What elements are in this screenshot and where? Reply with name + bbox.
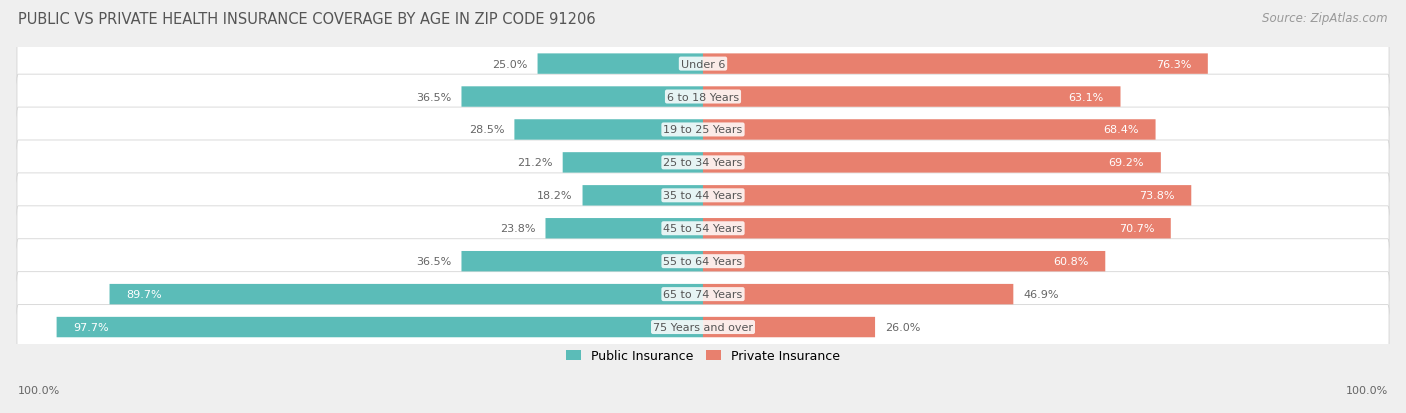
Text: 97.7%: 97.7% xyxy=(73,322,108,332)
FancyBboxPatch shape xyxy=(546,218,703,239)
FancyBboxPatch shape xyxy=(17,239,1389,284)
FancyBboxPatch shape xyxy=(703,252,1105,272)
Text: 28.5%: 28.5% xyxy=(470,125,505,135)
Text: 55 to 64 Years: 55 to 64 Years xyxy=(664,256,742,266)
Text: 45 to 54 Years: 45 to 54 Years xyxy=(664,224,742,234)
Text: Source: ZipAtlas.com: Source: ZipAtlas.com xyxy=(1263,12,1388,25)
Text: 36.5%: 36.5% xyxy=(416,256,451,266)
FancyBboxPatch shape xyxy=(17,42,1389,87)
Text: Under 6: Under 6 xyxy=(681,59,725,69)
FancyBboxPatch shape xyxy=(562,153,703,173)
FancyBboxPatch shape xyxy=(703,317,875,337)
Text: 65 to 74 Years: 65 to 74 Years xyxy=(664,290,742,299)
Text: 76.3%: 76.3% xyxy=(1156,59,1191,69)
Text: PUBLIC VS PRIVATE HEALTH INSURANCE COVERAGE BY AGE IN ZIP CODE 91206: PUBLIC VS PRIVATE HEALTH INSURANCE COVER… xyxy=(18,12,596,27)
FancyBboxPatch shape xyxy=(17,75,1389,120)
FancyBboxPatch shape xyxy=(17,108,1389,152)
Text: 69.2%: 69.2% xyxy=(1109,158,1144,168)
FancyBboxPatch shape xyxy=(461,252,703,272)
FancyBboxPatch shape xyxy=(703,120,1156,140)
Text: 63.1%: 63.1% xyxy=(1069,92,1104,102)
FancyBboxPatch shape xyxy=(703,284,1014,305)
FancyBboxPatch shape xyxy=(17,173,1389,218)
Text: 25 to 34 Years: 25 to 34 Years xyxy=(664,158,742,168)
FancyBboxPatch shape xyxy=(703,87,1121,107)
Legend: Public Insurance, Private Insurance: Public Insurance, Private Insurance xyxy=(561,344,845,367)
Text: 35 to 44 Years: 35 to 44 Years xyxy=(664,191,742,201)
Text: 100.0%: 100.0% xyxy=(1346,385,1388,395)
Text: 75 Years and over: 75 Years and over xyxy=(652,322,754,332)
Text: 89.7%: 89.7% xyxy=(127,290,162,299)
Text: 46.9%: 46.9% xyxy=(1024,290,1059,299)
Text: 68.4%: 68.4% xyxy=(1104,125,1139,135)
Text: 26.0%: 26.0% xyxy=(884,322,921,332)
FancyBboxPatch shape xyxy=(17,206,1389,251)
Text: 6 to 18 Years: 6 to 18 Years xyxy=(666,92,740,102)
Text: 73.8%: 73.8% xyxy=(1139,191,1174,201)
FancyBboxPatch shape xyxy=(703,186,1191,206)
FancyBboxPatch shape xyxy=(17,141,1389,185)
FancyBboxPatch shape xyxy=(703,153,1161,173)
FancyBboxPatch shape xyxy=(17,272,1389,317)
FancyBboxPatch shape xyxy=(537,54,703,75)
Text: 21.2%: 21.2% xyxy=(517,158,553,168)
Text: 100.0%: 100.0% xyxy=(18,385,60,395)
Text: 36.5%: 36.5% xyxy=(416,92,451,102)
FancyBboxPatch shape xyxy=(582,186,703,206)
Text: 70.7%: 70.7% xyxy=(1119,224,1154,234)
FancyBboxPatch shape xyxy=(461,87,703,107)
FancyBboxPatch shape xyxy=(17,305,1389,349)
Text: 23.8%: 23.8% xyxy=(501,224,536,234)
Text: 18.2%: 18.2% xyxy=(537,191,572,201)
FancyBboxPatch shape xyxy=(703,218,1171,239)
Text: 25.0%: 25.0% xyxy=(492,59,527,69)
FancyBboxPatch shape xyxy=(110,284,703,305)
Text: 60.8%: 60.8% xyxy=(1053,256,1088,266)
FancyBboxPatch shape xyxy=(703,54,1208,75)
FancyBboxPatch shape xyxy=(56,317,703,337)
Text: 19 to 25 Years: 19 to 25 Years xyxy=(664,125,742,135)
FancyBboxPatch shape xyxy=(515,120,703,140)
